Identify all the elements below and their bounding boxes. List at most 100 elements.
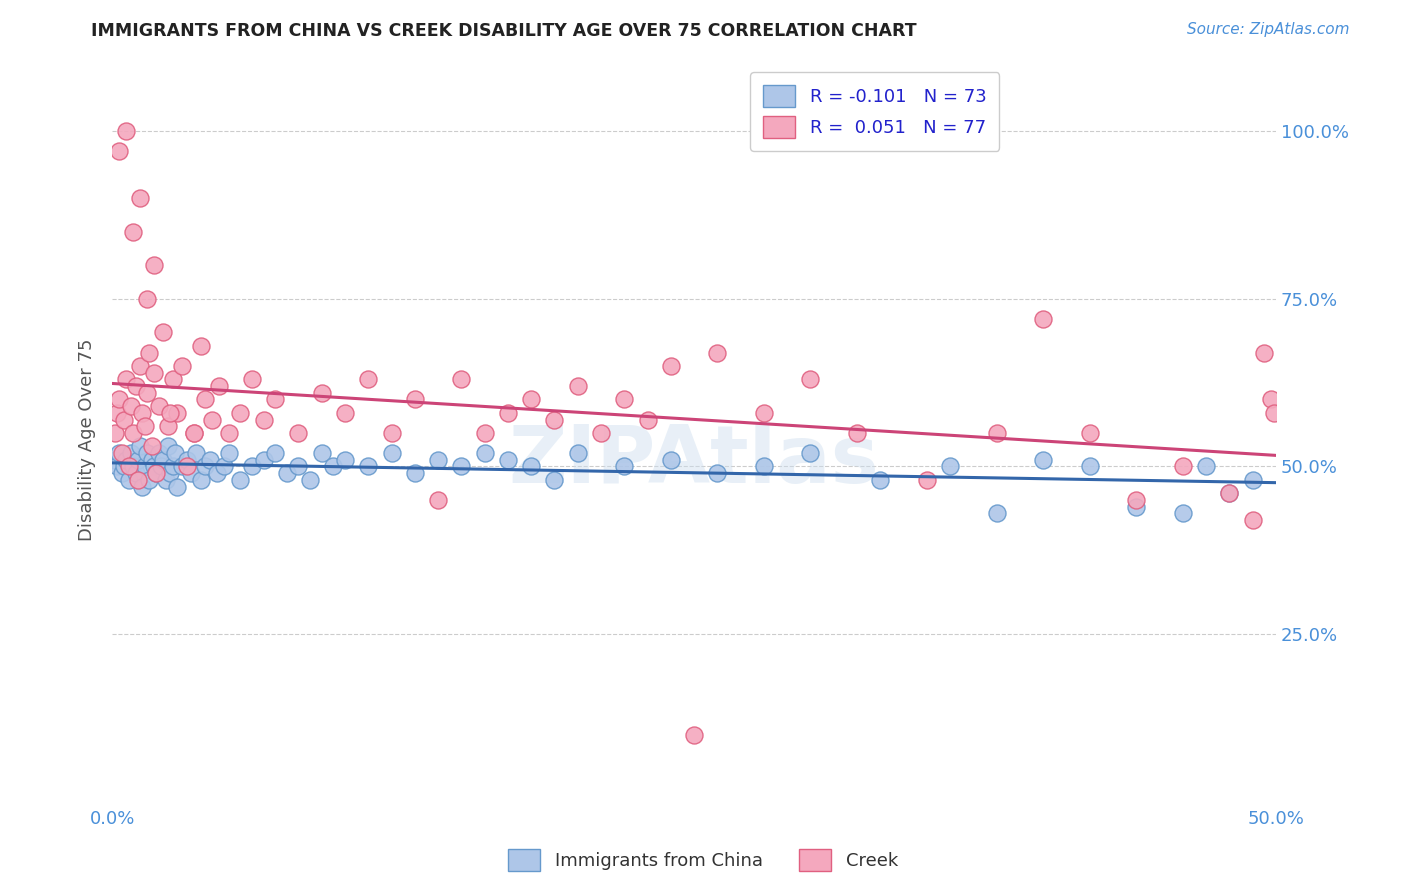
Point (450, 372, 472, 386)
Point (103, 425, 125, 440)
Point (1125, 493, 1147, 508)
Point (110, 446, 132, 460)
Point (869, 473, 891, 487)
Point (122, 425, 145, 440)
Point (1078, 459, 1101, 474)
Point (122, 459, 145, 474)
Point (252, 452, 274, 467)
Point (127, 452, 149, 467)
Point (380, 446, 402, 460)
Y-axis label: Disability Age Over 75: Disability Age Over 75 (79, 338, 96, 541)
Point (129, 439, 152, 453)
Point (150, 459, 173, 474)
Point (659, 452, 682, 467)
Point (170, 459, 193, 474)
Point (1195, 459, 1218, 474)
Point (176, 452, 198, 467)
Point (176, 459, 198, 474)
Point (1260, 392, 1282, 407)
Point (165, 446, 187, 460)
Point (129, 191, 152, 205)
Point (1241, 513, 1264, 527)
Point (276, 466, 298, 480)
Point (152, 452, 174, 467)
Point (105, 459, 128, 474)
Point (357, 372, 380, 386)
Point (143, 366, 166, 380)
Point (287, 425, 309, 440)
Point (138, 345, 160, 359)
Point (613, 392, 636, 407)
Point (115, 372, 138, 386)
Point (543, 473, 565, 487)
Point (148, 399, 170, 413)
Point (218, 446, 240, 460)
Point (194, 392, 217, 407)
Point (194, 459, 217, 474)
Point (1241, 473, 1264, 487)
Point (184, 446, 207, 460)
Point (520, 459, 543, 474)
Point (683, 728, 706, 742)
Point (105, 406, 128, 420)
Point (110, 466, 132, 480)
Point (148, 446, 170, 460)
Point (1125, 500, 1147, 514)
Legend: R = -0.101   N = 73, R =  0.051   N = 77: R = -0.101 N = 73, R = 0.051 N = 77 (751, 72, 1000, 151)
Point (986, 425, 1008, 440)
Point (120, 446, 142, 460)
Text: Source: ZipAtlas.com: Source: ZipAtlas.com (1187, 22, 1350, 37)
Point (205, 466, 228, 480)
Point (145, 466, 167, 480)
Point (212, 459, 235, 474)
Point (157, 419, 180, 434)
Point (799, 446, 821, 460)
Point (208, 379, 231, 393)
Point (915, 473, 938, 487)
Point (322, 459, 344, 474)
Point (380, 425, 402, 440)
Point (198, 452, 221, 467)
Point (1078, 425, 1101, 440)
Point (1218, 486, 1240, 500)
Point (427, 452, 450, 467)
Point (131, 479, 153, 493)
Point (986, 507, 1008, 521)
Point (706, 345, 728, 359)
Point (1253, 345, 1275, 359)
Legend: Immigrants from China, Creek: Immigrants from China, Creek (501, 842, 905, 879)
Point (131, 406, 153, 420)
Point (136, 292, 159, 306)
Text: ZIPAtlas: ZIPAtlas (509, 423, 880, 500)
Point (1171, 459, 1194, 474)
Point (404, 392, 426, 407)
Point (117, 473, 139, 487)
Point (287, 459, 309, 474)
Point (157, 439, 180, 453)
Point (162, 459, 184, 474)
Text: IMMIGRANTS FROM CHINA VS CREEK DISABILITY AGE OVER 75 CORRELATION CHART: IMMIGRANTS FROM CHINA VS CREEK DISABILIT… (91, 22, 917, 40)
Point (496, 406, 519, 420)
Point (357, 459, 380, 474)
Point (1263, 406, 1285, 420)
Point (134, 459, 156, 474)
Point (124, 379, 146, 393)
Point (117, 459, 139, 474)
Point (134, 419, 156, 434)
Point (264, 446, 287, 460)
Point (450, 459, 472, 474)
Point (567, 446, 589, 460)
Point (159, 406, 181, 420)
Point (122, 225, 145, 239)
Point (136, 446, 159, 460)
Point (1218, 486, 1240, 500)
Point (427, 493, 450, 508)
Point (846, 425, 869, 440)
Point (496, 452, 519, 467)
Point (166, 479, 188, 493)
Point (103, 452, 125, 467)
Point (166, 406, 188, 420)
Point (108, 446, 131, 460)
Point (190, 473, 212, 487)
Point (115, 124, 138, 138)
